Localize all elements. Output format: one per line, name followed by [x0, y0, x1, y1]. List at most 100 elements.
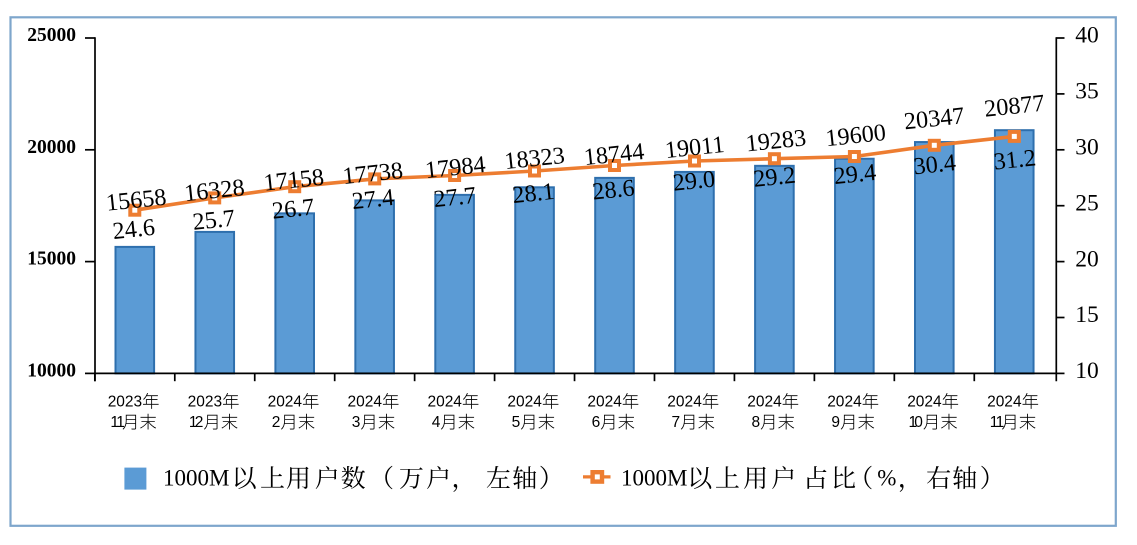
svg-text:4: 4: [293, 393, 302, 410]
svg-text:26.7: 26.7: [271, 193, 316, 224]
svg-text:8: 8: [752, 414, 761, 431]
svg-text:2: 2: [428, 393, 437, 410]
svg-text:29.2: 29.2: [752, 162, 797, 193]
svg-text:20000: 20000: [27, 137, 76, 158]
svg-text:0: 0: [196, 393, 205, 410]
svg-text:2: 2: [108, 393, 117, 410]
svg-text:2: 2: [667, 393, 676, 410]
svg-text:4: 4: [933, 393, 942, 410]
svg-text:19283: 19283: [744, 124, 807, 157]
svg-text:10000: 10000: [27, 361, 76, 382]
svg-text:25000: 25000: [27, 25, 76, 46]
svg-text:2: 2: [845, 393, 854, 410]
svg-text:30: 30: [1075, 135, 1099, 161]
svg-text:4: 4: [1013, 393, 1022, 410]
svg-text:4: 4: [453, 393, 462, 410]
svg-text:0: 0: [996, 393, 1005, 410]
svg-text:2: 2: [907, 393, 916, 410]
svg-text:0: 0: [756, 393, 765, 410]
svg-text:4: 4: [773, 393, 782, 410]
svg-text:0: 0: [516, 393, 525, 410]
svg-text:0: 0: [914, 414, 923, 431]
svg-text:6: 6: [592, 414, 601, 431]
svg-text:2: 2: [1004, 393, 1013, 410]
svg-text:2: 2: [205, 393, 214, 410]
svg-text:18744: 18744: [583, 138, 646, 171]
svg-text:%: %: [877, 466, 896, 491]
svg-text:2: 2: [195, 414, 204, 431]
svg-text:0: 0: [276, 393, 285, 410]
svg-text:0: 0: [356, 393, 365, 410]
svg-text:2: 2: [348, 393, 357, 410]
svg-text:7: 7: [672, 414, 681, 431]
svg-text:20877: 20877: [983, 90, 1046, 123]
svg-text:2: 2: [125, 393, 134, 410]
svg-text:1: 1: [110, 414, 119, 431]
svg-text:1: 1: [996, 414, 1005, 431]
svg-text:2: 2: [445, 393, 454, 410]
svg-text:5: 5: [512, 414, 521, 431]
svg-text:4: 4: [533, 393, 542, 410]
svg-text:2: 2: [507, 393, 516, 410]
svg-text:1: 1: [909, 414, 918, 431]
svg-text:2: 2: [365, 393, 374, 410]
svg-text:25: 25: [1075, 190, 1099, 216]
svg-text:15: 15: [1075, 302, 1099, 328]
svg-text:4: 4: [613, 393, 622, 410]
svg-text:15000: 15000: [27, 249, 76, 270]
svg-text:2: 2: [747, 393, 756, 410]
svg-text:20347: 20347: [903, 102, 966, 135]
svg-text:35: 35: [1075, 79, 1099, 105]
svg-text:0: 0: [836, 393, 845, 410]
svg-text:2: 2: [272, 414, 281, 431]
svg-text:9: 9: [831, 414, 840, 431]
svg-text:28.1: 28.1: [511, 178, 556, 209]
svg-text:28.6: 28.6: [591, 174, 636, 205]
svg-text:0: 0: [596, 393, 605, 410]
svg-text:2: 2: [987, 393, 996, 410]
svg-text:27.7: 27.7: [432, 182, 477, 213]
svg-text:2: 2: [765, 393, 774, 410]
svg-text:20: 20: [1075, 246, 1099, 272]
svg-text:2: 2: [587, 393, 596, 410]
svg-text:19600: 19600: [824, 119, 887, 152]
svg-text:29.0: 29.0: [672, 165, 717, 196]
svg-text:0: 0: [116, 393, 125, 410]
svg-text:27.4: 27.4: [351, 184, 396, 215]
svg-text:4: 4: [853, 393, 862, 410]
svg-text:2: 2: [525, 393, 534, 410]
svg-text:4: 4: [432, 414, 441, 431]
svg-text:3: 3: [134, 393, 143, 410]
svg-text:17984: 17984: [424, 151, 487, 184]
svg-text:2: 2: [605, 393, 614, 410]
svg-text:2: 2: [285, 393, 294, 410]
svg-text:3: 3: [352, 414, 361, 431]
svg-text:1000M: 1000M: [621, 466, 687, 491]
svg-text:2: 2: [268, 393, 277, 410]
svg-text:0: 0: [916, 393, 925, 410]
svg-text:2: 2: [827, 393, 836, 410]
svg-text:17158: 17158: [262, 164, 325, 197]
svg-text:0: 0: [676, 393, 685, 410]
svg-text:1: 1: [189, 414, 198, 431]
svg-text:3: 3: [214, 393, 223, 410]
svg-text:4: 4: [373, 393, 382, 410]
svg-text:15658: 15658: [105, 184, 168, 217]
svg-text:19011: 19011: [664, 131, 726, 164]
svg-text:16328: 16328: [183, 174, 246, 207]
svg-text:29.4: 29.4: [832, 159, 877, 190]
svg-text:1000M: 1000M: [163, 466, 229, 491]
svg-text:1: 1: [990, 414, 999, 431]
svg-text:4: 4: [693, 393, 702, 410]
svg-text:0: 0: [436, 393, 445, 410]
svg-text:40: 40: [1075, 23, 1099, 49]
svg-text:10: 10: [1075, 358, 1099, 384]
svg-text:17738: 17738: [341, 157, 404, 190]
svg-text:18323: 18323: [503, 142, 566, 175]
svg-text:30.4: 30.4: [912, 149, 957, 180]
svg-text:31.2: 31.2: [992, 144, 1037, 175]
svg-text:2: 2: [188, 393, 197, 410]
svg-text:25.7: 25.7: [191, 205, 236, 236]
svg-text:1: 1: [116, 414, 125, 431]
svg-text:2: 2: [685, 393, 694, 410]
